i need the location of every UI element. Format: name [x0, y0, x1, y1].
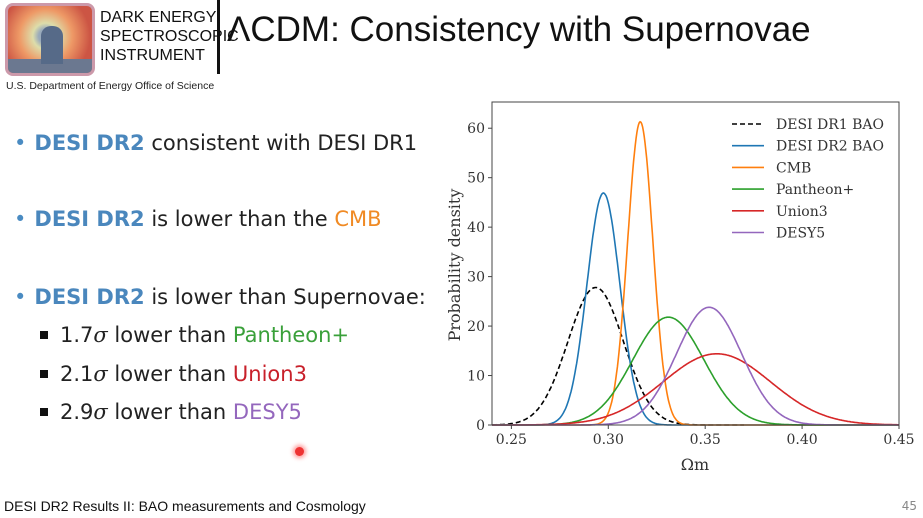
series-line	[492, 316, 899, 426]
bullet-item: • DESI DR2 consistent with DESI DR1	[14, 131, 418, 155]
bullet-text: consistent with DESI DR1	[144, 131, 418, 155]
pointer-dot	[295, 447, 304, 456]
series-line	[492, 120, 899, 426]
x-tick-label: 0.30	[593, 432, 624, 448]
desi-logo	[5, 3, 95, 76]
bullet-text: is lower than Supernovae:	[144, 285, 426, 309]
series-line	[492, 192, 899, 426]
org-line: INSTRUMENT	[100, 47, 205, 64]
highlight: DESI DR2	[34, 131, 145, 155]
series-line	[492, 353, 899, 426]
org-name: DARK ENERGY SPECTROSCOPIC INSTRUMENT	[100, 8, 239, 65]
legend-label: Pantheon+	[776, 182, 854, 198]
x-axis-label: Ωm	[681, 455, 709, 474]
x-tick-label: 0.25	[496, 432, 527, 448]
x-tick-label: 0.40	[787, 432, 818, 448]
org-line: SPECTROSCOPIC	[100, 28, 239, 45]
y-tick-label: 30	[467, 270, 485, 286]
sub-bullet: 2.1σ lower than Union3	[40, 362, 307, 386]
cmb-label: CMB	[334, 207, 382, 231]
legend-label: DESI DR2 BAO	[776, 139, 884, 155]
legend-label: CMB	[776, 160, 811, 176]
org-line: DARK ENERGY	[100, 9, 217, 26]
sub-bullet: 1.7σ lower than Pantheon+	[40, 323, 349, 347]
y-tick-label: 40	[467, 220, 485, 236]
plot-frame	[491, 101, 900, 426]
sub-bullet: 2.9σ lower than DESY5	[40, 400, 302, 424]
y-axis-label: Probability density	[445, 189, 464, 342]
desy5-label: DESY5	[232, 400, 302, 424]
union3-label: Union3	[232, 362, 307, 386]
highlight: DESI DR2	[34, 285, 145, 309]
x-tick-label: 0.45	[883, 432, 914, 448]
y-tick-label: 20	[467, 319, 485, 335]
bullet-text: is lower than the	[144, 207, 335, 231]
slide-title: ΛCDM: Consistency with Supernovae	[227, 10, 811, 49]
divider	[217, 0, 220, 74]
y-tick-label: 50	[467, 171, 485, 187]
bullet-item: • DESI DR2 is lower than the CMB	[14, 207, 382, 231]
bullet-item: • DESI DR2 is lower than Supernovae:	[14, 285, 426, 309]
pantheon-label: Pantheon+	[232, 323, 350, 347]
legend-label: DESY5	[776, 226, 825, 242]
y-tick-label: 60	[467, 121, 485, 137]
department-label: U.S. Department of Energy Office of Scie…	[6, 80, 215, 92]
legend-label: Union3	[776, 204, 828, 220]
y-tick-label: 10	[467, 369, 485, 385]
legend-label: DESI DR1 BAO	[776, 117, 884, 133]
x-tick-label: 0.35	[690, 432, 721, 448]
y-tick-label: 0	[476, 418, 485, 434]
page-number: 45	[901, 499, 917, 513]
footer-text: DESI DR2 Results II: BAO measurements an…	[4, 498, 366, 514]
highlight: DESI DR2	[34, 207, 145, 231]
series-line	[492, 306, 899, 426]
